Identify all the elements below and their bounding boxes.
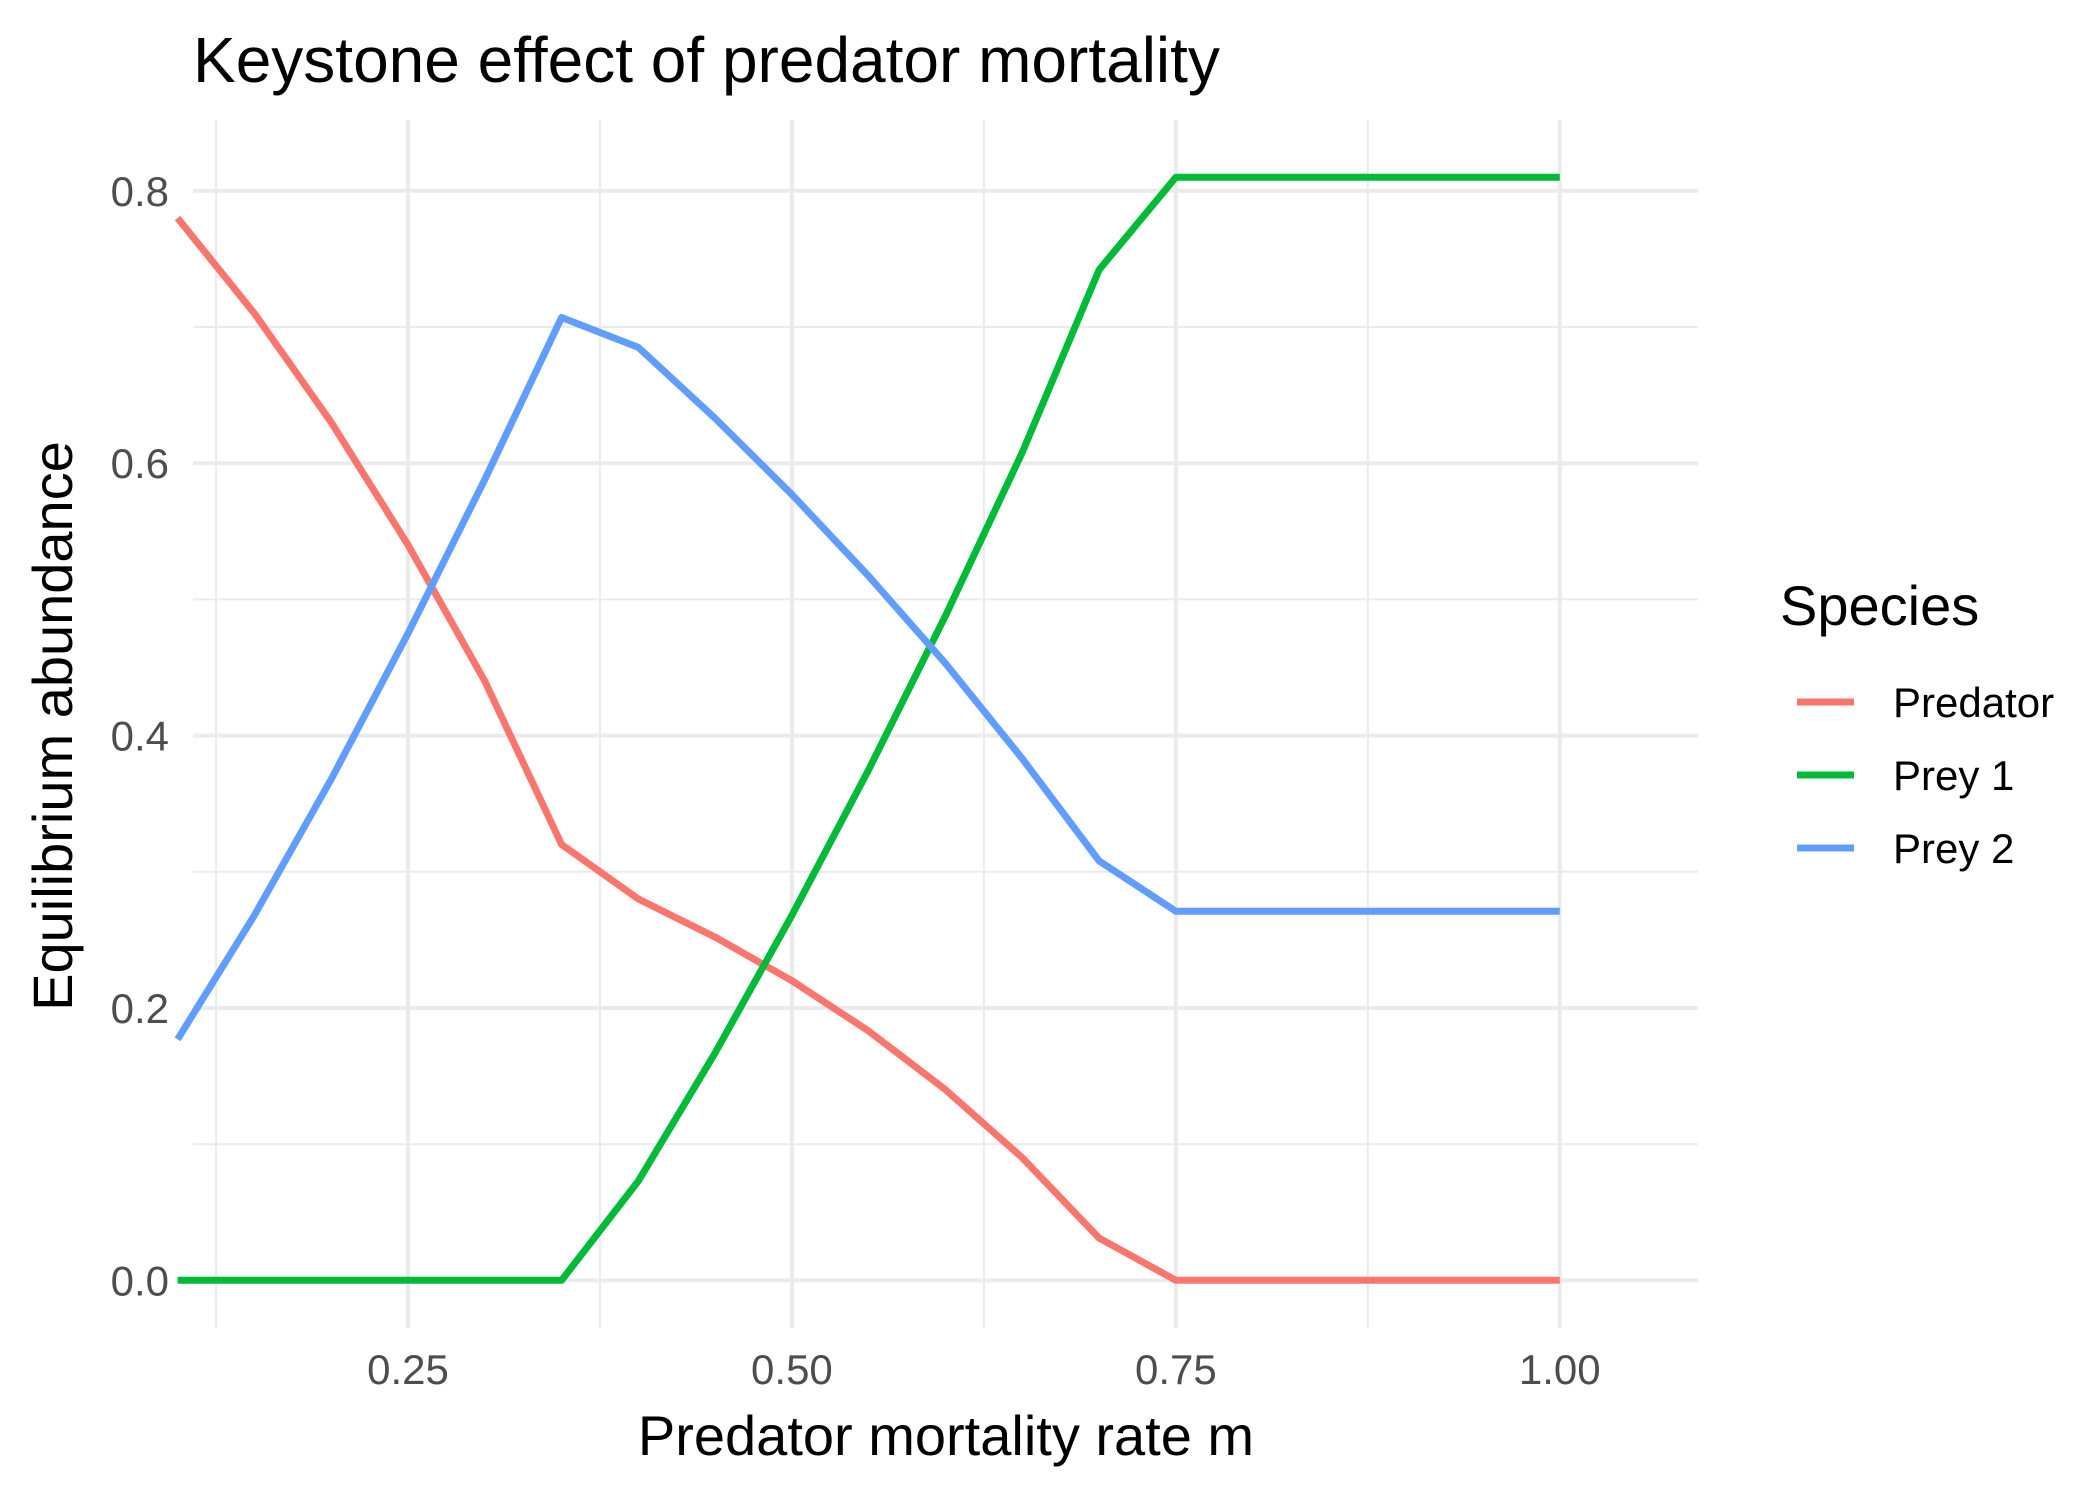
series-line-prey-1 (177, 173, 1560, 1284)
series-lines (174, 173, 1560, 1284)
y-tick-label: 0.0 (111, 1257, 169, 1304)
x-tick-label: 1.00 (1519, 1346, 1601, 1393)
series-line-prey-2 (174, 314, 1560, 1042)
legend-items: Predator Prey 1 Prey 2 (1797, 679, 2054, 872)
x-tick-label: 0.75 (1135, 1346, 1217, 1393)
y-tick-label: 0.6 (111, 440, 169, 487)
x-tick-label: 0.25 (367, 1346, 449, 1393)
legend-label: Prey 2 (1893, 825, 2014, 872)
grid (193, 120, 1698, 1328)
x-axis-title: Predator mortality rate m (638, 1404, 1254, 1467)
y-tick-label: 0.8 (111, 168, 169, 215)
series-line-predator (174, 215, 1560, 1284)
y-tick-labels: 0.0 0.2 0.4 0.6 0.8 (111, 168, 169, 1305)
chart-title: Keystone effect of predator mortality (193, 24, 1220, 96)
x-tick-labels: 0.25 0.50 0.75 1.00 (367, 1346, 1601, 1393)
y-tick-label: 0.4 (111, 713, 169, 760)
legend-label: Predator (1893, 679, 2054, 726)
legend-label: Prey 1 (1893, 752, 2014, 799)
legend-title: Species (1780, 574, 1979, 637)
x-tick-label: 0.50 (751, 1346, 833, 1393)
legend: Species Predator Prey 1 Prey 2 (1780, 574, 2054, 872)
y-tick-label: 0.2 (111, 985, 169, 1032)
y-axis-title: Equilibrium abundance (21, 441, 84, 1011)
